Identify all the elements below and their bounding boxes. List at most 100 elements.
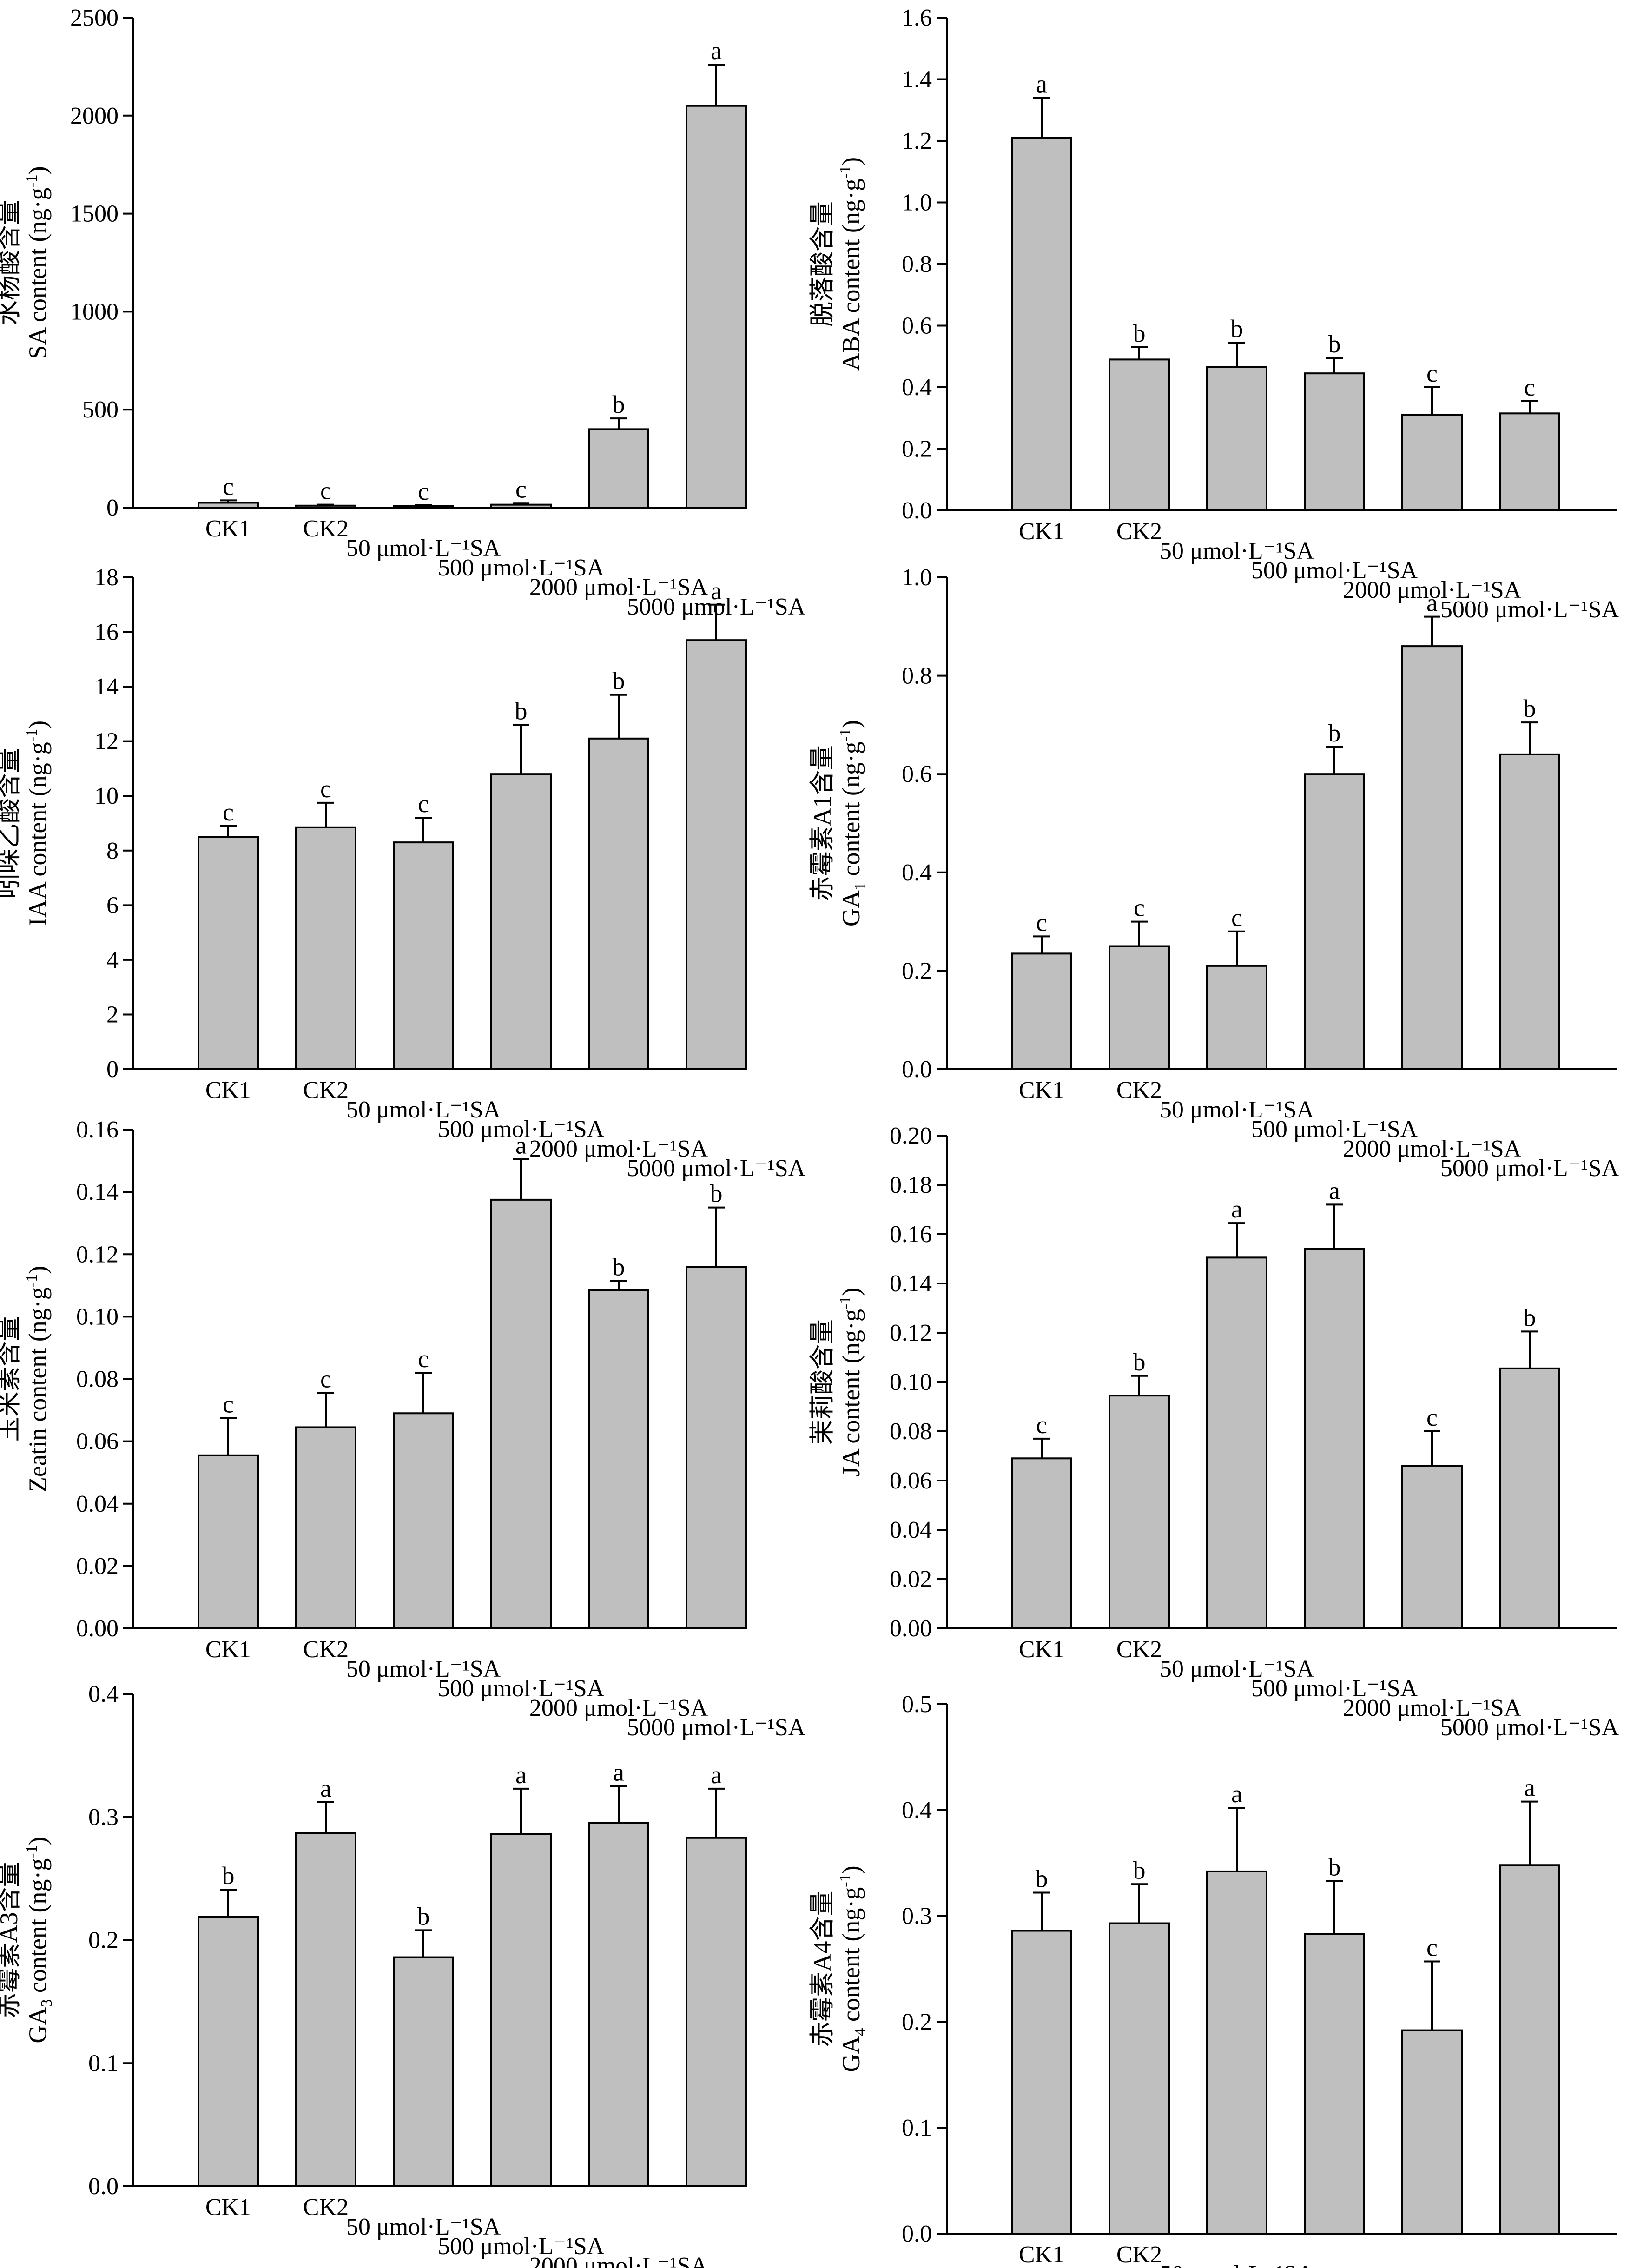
y-tick-label: 1000 (70, 298, 119, 325)
bar-5 (588, 428, 649, 509)
significance-letter: a (711, 1761, 722, 1789)
y-tick-label: 0.2 (902, 436, 932, 463)
bar-5 (588, 1822, 649, 2188)
category-label: CK2 (303, 516, 349, 542)
y-tick-label: 0.00 (890, 1615, 932, 1642)
category-label: CK2 (303, 2194, 349, 2221)
significance-letter: a (515, 1131, 527, 1159)
y-axis-label-chinese: 茉莉酸含量 (808, 1319, 836, 1445)
bar-4 (1304, 1933, 1365, 2235)
significance-letter: b (515, 697, 528, 725)
y-axis-label-chinese: 玉米素含量 (0, 1316, 23, 1442)
y-axis-label-chinese: 脱落酸含量 (808, 201, 836, 327)
category-label: 50 μmol·L⁻¹SA (1160, 2261, 1314, 2268)
bar-3 (1206, 366, 1267, 511)
y-axis-label-chinese: 水杨酸含量 (0, 200, 23, 325)
bar-5 (1401, 414, 1463, 511)
y-tick-label: 0.00 (76, 1615, 119, 1642)
significance-letter: b (613, 390, 625, 418)
y-tick-label: 0.5 (902, 1691, 932, 1718)
significance-letter: c (223, 798, 234, 826)
category-label: CK1 (1019, 1077, 1064, 1104)
category-label: CK1 (205, 1077, 251, 1104)
bar-5 (1401, 2029, 1463, 2235)
significance-letter: a (1231, 1780, 1242, 1808)
bar-6 (1499, 1864, 1560, 2235)
significance-letter: b (417, 1902, 430, 1930)
bar-2 (1109, 945, 1170, 1070)
bar-2 (295, 504, 356, 509)
y-tick-label: 0.06 (890, 1468, 932, 1494)
significance-letter: b (613, 1253, 625, 1281)
y-tick-label: 0.06 (76, 1428, 119, 1455)
bar-3 (1206, 1870, 1267, 2235)
y-tick-label: 0.08 (890, 1418, 932, 1445)
significance-letter: a (515, 1761, 527, 1789)
bar-2 (1109, 1395, 1170, 1629)
y-tick-label: 0.4 (902, 374, 932, 401)
category-label: CK2 (1116, 518, 1162, 545)
y-tick-label: 0.10 (890, 1369, 932, 1395)
bar-4 (490, 1198, 552, 1629)
bar-6 (686, 1266, 747, 1629)
y-axis-label-english: GA4 content (ng·g-1) (837, 1865, 869, 2072)
y-tick-label: 0 (106, 1056, 119, 1083)
bar-3 (1206, 1256, 1267, 1630)
y-tick-label: 0.18 (890, 1172, 932, 1198)
significance-letter: b (222, 1862, 235, 1890)
significance-letter: c (1036, 908, 1047, 936)
chart-panel-1: 0 500 1000 1500 2000 2500 水杨酸含量 SA content (ng·… (0, 5, 806, 620)
bar-4 (490, 503, 552, 509)
y-tick-label: 1500 (70, 201, 119, 227)
bar-3 (393, 505, 454, 509)
chart-panel-2: 0.0 0.2 0.4 0.6 0.8 1.0 1.2 1.4 1.6 脱落酸含量 ABA cont… (808, 5, 1619, 623)
category-label: 50 μmol·L⁻¹SA (346, 1097, 501, 1123)
significance-letter: a (711, 577, 722, 605)
significance-letter: a (1329, 1177, 1340, 1204)
bar-4 (490, 1833, 552, 2187)
y-tick-label: 0.12 (890, 1320, 932, 1346)
category-label: 50 μmol·L⁻¹SA (1160, 1656, 1314, 1682)
significance-letter: c (320, 775, 331, 803)
y-axis-label-english: GA3 content (ng·g-1) (23, 1837, 55, 2043)
y-tick-label: 0.02 (76, 1553, 119, 1580)
significance-letter: a (613, 1759, 624, 1786)
y-axis-label-chinese: 赤霉素A3含量 (0, 1862, 23, 2018)
bar-2 (1109, 1922, 1170, 2235)
y-tick-label: 10 (94, 783, 119, 809)
bar-1 (1011, 137, 1072, 511)
bar-3 (393, 841, 454, 1070)
bar-3 (393, 1412, 454, 1630)
category-label: CK1 (205, 2194, 251, 2221)
significance-letter: b (1036, 1865, 1048, 1892)
category-label: 500 μmol·L⁻¹SA (438, 1116, 605, 1143)
significance-letter: c (223, 1390, 234, 1418)
bar-6 (1499, 1367, 1560, 1630)
y-tick-label: 4 (106, 947, 119, 973)
y-tick-label: 0.8 (902, 251, 932, 278)
bar-6 (1499, 412, 1560, 511)
significance-letter: c (1134, 894, 1145, 922)
category-label: 2000 μmol·L⁻¹SA (529, 574, 708, 601)
y-axis-label: 茉莉酸含量 JA content (ng·g-1) (808, 1288, 865, 1476)
y-tick-label: 0.12 (76, 1241, 119, 1268)
bar-3 (393, 1956, 454, 2187)
category-label: CK2 (303, 1077, 349, 1104)
category-label: 50 μmol·L⁻¹SA (346, 2214, 501, 2240)
y-tick-label: 0.6 (902, 761, 932, 787)
significance-letter: c (1426, 359, 1438, 387)
significance-letter: c (418, 790, 429, 818)
significance-letter: b (1328, 330, 1341, 358)
category-label: CK1 (1019, 1636, 1064, 1663)
y-axis-label-chinese: 吲哚乙酸含量 (0, 748, 23, 899)
category-label: 5000 μmol·L⁻¹SA (1440, 1714, 1619, 1741)
significance-letter: b (710, 1180, 723, 1208)
category-label: 2000 μmol·L⁻¹SA (1343, 577, 1522, 603)
bar-4 (1304, 773, 1365, 1070)
significance-letter: c (320, 1365, 331, 1393)
y-axis-label-chinese: 赤霉素A4含量 (808, 1891, 836, 2047)
y-tick-label: 0.04 (76, 1491, 119, 1517)
category-label: 500 μmol·L⁻¹SA (438, 2233, 605, 2260)
category-label: 500 μmol·L⁻¹SA (438, 1675, 605, 1702)
